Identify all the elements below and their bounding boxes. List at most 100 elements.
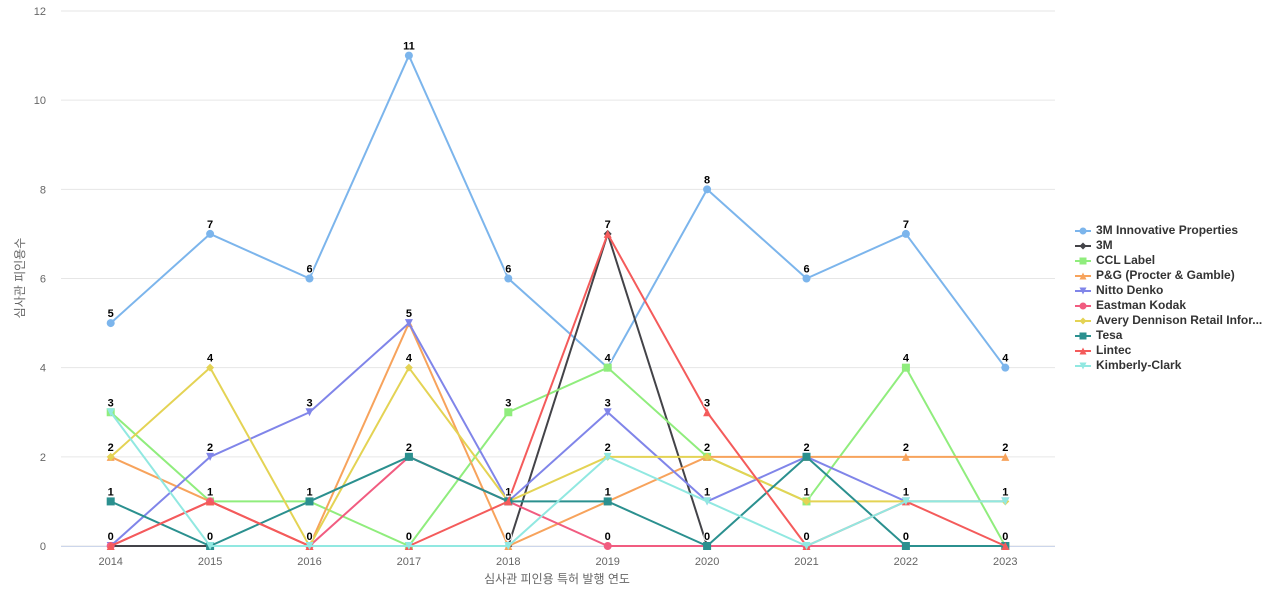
legend-symbol bbox=[1075, 332, 1091, 339]
series-line bbox=[110, 54, 1007, 369]
data-point[interactable] bbox=[504, 542, 513, 550]
data-point[interactable] bbox=[603, 408, 612, 417]
data-point[interactable] bbox=[703, 542, 712, 550]
data-point[interactable] bbox=[1001, 542, 1010, 550]
legend-label: Lintec bbox=[1096, 343, 1132, 357]
series-line bbox=[109, 411, 1006, 547]
data-label: 3 bbox=[605, 397, 611, 409]
data-point[interactable] bbox=[206, 497, 215, 506]
data-point[interactable] bbox=[802, 497, 811, 506]
legend-item[interactable]: 3M bbox=[1075, 238, 1262, 253]
data-point[interactable] bbox=[703, 497, 712, 506]
data-point[interactable] bbox=[901, 497, 910, 506]
data-point[interactable] bbox=[404, 51, 413, 60]
data-point[interactable] bbox=[504, 497, 513, 506]
data-label: 8 bbox=[704, 174, 710, 186]
data-label: 4 bbox=[1002, 353, 1009, 365]
data-label: 0 bbox=[903, 531, 909, 543]
data-point[interactable] bbox=[305, 274, 314, 283]
legend-symbol bbox=[1075, 317, 1091, 324]
legend-item[interactable]: Nitto Denko bbox=[1075, 283, 1262, 298]
data-point[interactable] bbox=[802, 274, 811, 283]
data-point[interactable] bbox=[504, 274, 513, 283]
data-point[interactable] bbox=[404, 452, 413, 461]
legend-label: CCL Label bbox=[1096, 253, 1156, 267]
data-label: 1 bbox=[605, 486, 611, 498]
legend-item[interactable]: Lintec bbox=[1075, 343, 1262, 358]
legend-symbol bbox=[1075, 287, 1091, 294]
data-point[interactable] bbox=[106, 497, 115, 506]
data-label: 5 bbox=[108, 308, 114, 320]
legend-symbol bbox=[1075, 257, 1091, 264]
data-label: 2 bbox=[207, 442, 213, 454]
data-label: 0 bbox=[505, 531, 511, 543]
legend-item[interactable]: Tesa bbox=[1075, 328, 1262, 343]
data-point[interactable] bbox=[1001, 497, 1010, 506]
data-point[interactable] bbox=[1001, 452, 1010, 461]
data-label: 4 bbox=[406, 353, 413, 365]
x-tick-label: 2023 bbox=[993, 556, 1017, 568]
data-point[interactable] bbox=[305, 542, 314, 550]
data-label: 3 bbox=[306, 397, 312, 409]
data-point[interactable] bbox=[504, 408, 513, 417]
legend-item[interactable]: Eastman Kodak bbox=[1075, 298, 1262, 313]
x-tick-label: 2020 bbox=[695, 556, 719, 568]
data-label: 1 bbox=[108, 486, 114, 498]
y-tick-label: 6 bbox=[40, 274, 46, 286]
legend-symbol bbox=[1075, 362, 1091, 369]
y-axis: 0 2 4 6 8 10 12 bbox=[34, 6, 46, 553]
data-point[interactable] bbox=[404, 319, 413, 328]
legend-item[interactable]: 3M Innovative Properties bbox=[1075, 223, 1262, 238]
data-label: 1 bbox=[306, 486, 312, 498]
series-group bbox=[106, 51, 1010, 550]
series-9 bbox=[106, 408, 1010, 550]
legend-item[interactable]: Kimberly-Clark bbox=[1075, 358, 1262, 373]
data-label: 3 bbox=[505, 397, 511, 409]
data-point[interactable] bbox=[206, 363, 215, 372]
data-label: 3 bbox=[704, 397, 710, 409]
data-point[interactable] bbox=[206, 452, 215, 461]
data-point[interactable] bbox=[901, 452, 910, 461]
data-point[interactable] bbox=[404, 363, 413, 372]
data-point[interactable] bbox=[404, 542, 413, 550]
data-label: 6 bbox=[803, 264, 809, 276]
legend-item[interactable]: Avery Dennison Retail Infor... bbox=[1075, 313, 1262, 328]
series-line bbox=[110, 322, 1006, 547]
data-point[interactable] bbox=[106, 542, 115, 550]
data-point[interactable] bbox=[206, 229, 215, 238]
data-point[interactable] bbox=[1001, 363, 1010, 372]
data-point[interactable] bbox=[703, 185, 712, 194]
data-point[interactable] bbox=[703, 452, 712, 461]
data-point[interactable] bbox=[603, 229, 612, 238]
data-label: 0 bbox=[803, 531, 809, 543]
data-label: 4 bbox=[605, 353, 612, 365]
data-point[interactable] bbox=[703, 408, 712, 417]
legend-item[interactable]: CCL Label bbox=[1075, 253, 1262, 268]
data-point[interactable] bbox=[603, 542, 612, 550]
data-point[interactable] bbox=[106, 452, 115, 461]
legend-symbol bbox=[1075, 227, 1091, 234]
data-point[interactable] bbox=[305, 408, 314, 417]
legend-symbol bbox=[1075, 302, 1091, 309]
data-point[interactable] bbox=[106, 408, 115, 417]
legend-item[interactable]: P&G (Procter & Gamble) bbox=[1075, 268, 1262, 283]
data-point[interactable] bbox=[901, 363, 910, 372]
data-point[interactable] bbox=[802, 452, 811, 461]
data-point[interactable] bbox=[305, 497, 314, 506]
data-point[interactable] bbox=[901, 542, 910, 550]
data-label: 0 bbox=[306, 531, 312, 543]
data-point[interactable] bbox=[106, 319, 115, 328]
series-line bbox=[110, 366, 1007, 547]
x-tick-label: 2015 bbox=[198, 556, 222, 568]
data-point[interactable] bbox=[802, 542, 811, 550]
data-point[interactable] bbox=[603, 363, 612, 372]
legend-symbol bbox=[1075, 347, 1091, 354]
data-point[interactable] bbox=[603, 497, 612, 506]
data-label: 0 bbox=[1002, 531, 1008, 543]
data-label: 0 bbox=[406, 531, 412, 543]
legend-label: Eastman Kodak bbox=[1096, 298, 1187, 312]
data-point[interactable] bbox=[206, 542, 215, 550]
data-point[interactable] bbox=[603, 452, 612, 461]
data-point[interactable] bbox=[901, 229, 910, 238]
